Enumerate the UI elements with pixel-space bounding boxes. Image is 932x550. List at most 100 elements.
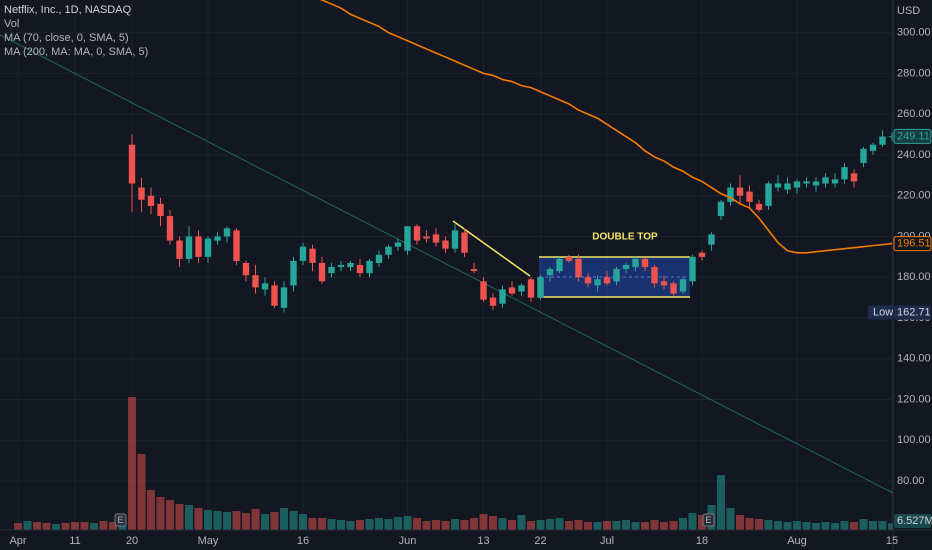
candle-body: [157, 203, 164, 217]
x-tick-label: 20: [126, 535, 138, 547]
candle-body: [708, 234, 715, 245]
candle-body: [641, 258, 649, 268]
candle-body: [698, 252, 706, 257]
volume-bar: [831, 523, 839, 530]
y-tick-label: 140.00: [897, 353, 931, 365]
x-tick-label: May: [198, 535, 219, 547]
candle-body: [565, 256, 573, 261]
volume-bar: [356, 520, 364, 530]
volume-bar: [546, 519, 554, 530]
volume-bar: [764, 520, 773, 530]
chart-title: Netflix, Inc., 1D, NASDAQ: [4, 4, 132, 16]
candle-body: [451, 230, 459, 249]
candle-body: [527, 279, 535, 298]
volume-bar: [489, 516, 497, 530]
price-axis: 80.00100.00120.00140.00160.00180.00200.0…: [9, 27, 930, 547]
legend-item[interactable]: MA (70, close, 0, SMA, 5): [4, 32, 129, 44]
volume-bar: [52, 524, 60, 530]
volume-tag: 6.527M: [897, 515, 932, 527]
y-tick-label: 260.00: [897, 108, 931, 120]
candle-body: [404, 226, 411, 251]
candle-body: [632, 258, 639, 268]
volume-bar: [869, 521, 877, 530]
volume-bar: [90, 523, 98, 530]
x-tick-label: Jun: [399, 535, 417, 547]
last-price-tag-bg: [893, 128, 932, 144]
candle-body: [290, 260, 297, 286]
candle-body: [337, 265, 345, 268]
volume-bar: [156, 497, 165, 530]
volume-bar: [631, 522, 640, 530]
volume-bar: [175, 504, 184, 530]
candle-body: [394, 242, 402, 247]
candle-body: [138, 187, 145, 200]
volume-bar: [23, 521, 32, 530]
candle-body: [166, 216, 174, 241]
volume-bar: [99, 521, 108, 530]
volume-bar: [679, 518, 687, 530]
candle-body: [518, 285, 525, 292]
x-tick-label: Apr: [9, 535, 26, 547]
candle-body: [736, 187, 744, 196]
candle-body: [385, 246, 392, 255]
volume-bar: [641, 522, 649, 530]
candle-body: [233, 230, 240, 261]
volume-bar: [821, 522, 830, 530]
candle-body: [879, 136, 886, 145]
candle-body: [660, 281, 668, 286]
candle-body: [204, 238, 212, 257]
x-tick-label: Aug: [787, 535, 807, 547]
candle-body: [366, 260, 373, 274]
volume-bar: [840, 521, 849, 530]
low-tag-bg: [894, 305, 931, 320]
volume-bar: [308, 518, 317, 530]
volume-bar: [745, 518, 754, 530]
candle-body: [575, 258, 582, 278]
volume-bar: [166, 500, 174, 530]
volume-bar: [736, 515, 744, 530]
x-tick-label: 13: [477, 535, 489, 547]
candle-body: [299, 246, 307, 261]
candle-body: [318, 262, 326, 282]
candle-body: [822, 177, 829, 184]
candle-body: [651, 267, 658, 284]
legend-item[interactable]: MA (200, MA: MA, 0, SMA, 5): [4, 46, 148, 58]
candle-body: [613, 269, 620, 282]
candle-body: [442, 240, 449, 249]
legend-item[interactable]: Vol: [4, 18, 19, 30]
volume-bar: [394, 517, 402, 530]
volume-bar: [603, 521, 611, 530]
volume-bar: [365, 519, 374, 530]
candle-body: [223, 228, 231, 237]
candle-body: [461, 232, 468, 253]
volume-bar: [42, 523, 51, 530]
y-tick-label: 80.00: [897, 475, 925, 487]
candle-body: [670, 283, 677, 294]
candle-body: [689, 256, 696, 282]
candle-body: [195, 236, 202, 257]
volume-bar: [270, 512, 279, 530]
candle-body: [271, 285, 278, 306]
candle-body: [470, 269, 478, 272]
volume-bar: [194, 508, 203, 530]
candle-body: [831, 179, 839, 184]
y-tick-label: 180.00: [897, 271, 931, 283]
volume-bar: [565, 521, 573, 530]
volume-bar: [774, 521, 782, 530]
y-tick-label: 280.00: [897, 67, 931, 79]
candle-body: [803, 181, 810, 184]
low-label: Low: [873, 306, 893, 318]
volume-bar: [185, 505, 193, 530]
volume-bar: [660, 522, 668, 530]
volume-bar: [137, 454, 146, 530]
svg-text:E: E: [705, 515, 711, 525]
volume-bar: [289, 511, 298, 530]
x-tick-label: 15: [886, 535, 898, 547]
volume-bar: [669, 521, 678, 530]
candles: [128, 130, 893, 313]
volume-bar: [622, 520, 630, 530]
volume-tag-bg: [894, 514, 931, 528]
candle-body: [261, 283, 269, 290]
volume-bar: [299, 514, 307, 530]
